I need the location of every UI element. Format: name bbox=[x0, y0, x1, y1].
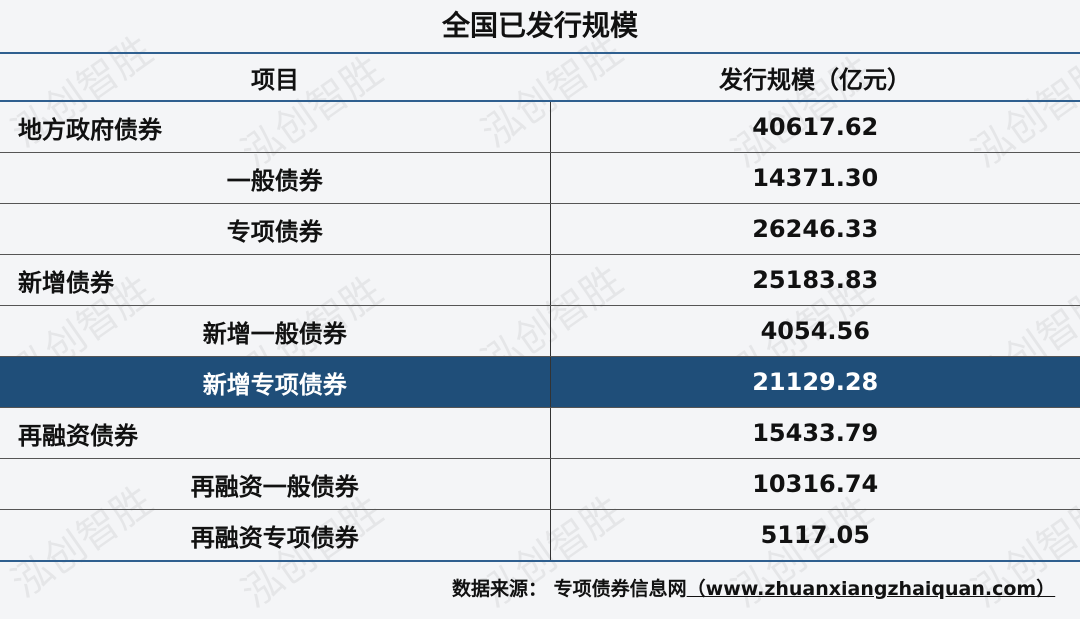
table-row: 新增专项债券 21129.28 bbox=[0, 356, 1080, 408]
row-label: 一般债券 bbox=[0, 152, 550, 204]
source-name: 专项债券信息网 bbox=[553, 578, 687, 600]
row-value: 25183.83 bbox=[549, 254, 1080, 306]
row-value: 4054.56 bbox=[549, 305, 1080, 357]
row-label: 地方政府债券 bbox=[0, 101, 550, 153]
row-value: 26246.33 bbox=[549, 203, 1080, 255]
row-value: 10316.74 bbox=[549, 458, 1080, 510]
page-title: 全国已发行规模 bbox=[441, 9, 638, 42]
table-row: 新增债券 25183.83 bbox=[0, 254, 1080, 306]
row-value: 14371.30 bbox=[549, 152, 1080, 204]
header-value: 发行规模（亿元） bbox=[550, 52, 1080, 102]
table-row: 地方政府债券 40617.62 bbox=[0, 101, 1080, 153]
table-row: 再融资专项债券 5117.05 bbox=[0, 509, 1080, 562]
row-label: 专项债券 bbox=[0, 203, 550, 255]
row-label: 再融资专项债券 bbox=[0, 509, 550, 562]
row-value: 40617.62 bbox=[549, 101, 1080, 153]
source-note: 数据来源： 专项债券信息网（www.zhuanxiangzhaiquan.com… bbox=[452, 574, 1055, 604]
row-label: 新增专项债券 bbox=[0, 356, 550, 408]
table-row: 再融资债券 15433.79 bbox=[0, 407, 1080, 459]
row-label: 新增一般债券 bbox=[0, 305, 550, 357]
table-row: 再融资一般债券 10316.74 bbox=[0, 458, 1080, 510]
source-label: 数据来源： bbox=[452, 578, 548, 600]
row-label: 再融资一般债券 bbox=[0, 458, 550, 510]
table-row: 新增一般债券 4054.56 bbox=[0, 305, 1080, 357]
issuance-table: 项目 发行规模（亿元） 地方政府债券 40617.62 一般债券 14371.30 专项… bbox=[0, 52, 1080, 562]
row-label: 新增债券 bbox=[0, 254, 550, 306]
table-row: 专项债券 26246.33 bbox=[0, 203, 1080, 255]
header-item: 项目 bbox=[0, 52, 550, 102]
row-value: 21129.28 bbox=[549, 356, 1080, 408]
table-row: 一般债券 14371.30 bbox=[0, 152, 1080, 204]
row-value: 5117.05 bbox=[549, 509, 1080, 562]
table-header: 项目 发行规模（亿元） bbox=[0, 52, 1080, 102]
row-label: 再融资债券 bbox=[0, 407, 550, 459]
row-value: 15433.79 bbox=[549, 407, 1080, 459]
source-url[interactable]: （www.zhuanxiangzhaiquan.com） bbox=[686, 578, 1056, 600]
